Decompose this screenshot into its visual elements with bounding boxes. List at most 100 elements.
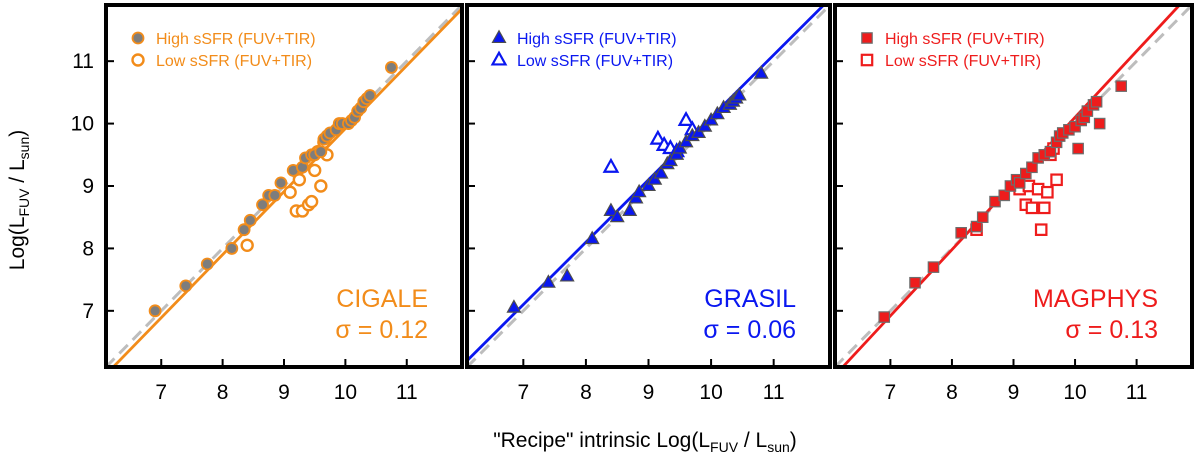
legend-label-low: Low sSFR (FUV+TIR) [517,53,673,70]
y-tick-label: 8 [82,237,94,260]
data-point-high [927,261,940,273]
y-tick-label: 9 [82,175,94,198]
x-tick-label: 11 [763,381,785,404]
data-point-high [731,87,747,101]
data-point-low [240,238,254,252]
x-tick-label: 9 [1008,381,1020,404]
legend-label-high: High sSFR (FUV+TIR) [156,31,316,48]
x-tick-label: 9 [643,381,655,404]
sigma-label: σ = 0.06 [703,316,796,344]
panel-title: GRASIL [704,285,796,313]
data-point-high [1026,161,1038,174]
panel-cigale: 7 8 9 10 11 7 8 9 10 11 High sSFR (FUV+TIR) Low sSF… [71,3,464,404]
legend-marker-high [491,29,507,44]
x-tick-label: 11 [1126,381,1148,404]
legend-marker-low [131,53,145,67]
x-tick-label: 10 [334,381,357,404]
data-point-low [677,110,695,127]
legend-marker-low [490,50,508,66]
data-point-low [1025,201,1039,215]
data-point-low [307,163,322,178]
data-point-high [363,89,377,102]
data-point-high [1013,177,1026,189]
data-point-high [1081,105,1094,117]
data-point-high [989,195,1001,208]
data-point-high [878,311,891,323]
legend-marker-high [861,32,873,44]
data-point-high [268,188,282,202]
x-tick-label: 9 [278,381,290,404]
data-point-low [1037,201,1051,215]
data-point-high [243,213,257,227]
sigma-label: σ = 0.13 [1065,316,1158,344]
data-point-high [385,61,398,74]
data-point-high [1072,142,1084,155]
data-point-high [970,220,983,233]
data-point-high [274,176,288,190]
data-point-low [314,179,328,193]
plot-area [106,5,462,367]
data-point-high [506,299,522,313]
data-point-high [909,276,921,289]
x-tick-label: 8 [217,381,229,404]
data-point-high [179,279,193,293]
x-tick-label: 7 [155,381,167,404]
data-point-high [1115,80,1128,92]
x-axis-label: "Recipe" intrinsic Log(LFUV / Lsun) [493,429,797,455]
data-point-high [622,202,638,217]
legend-marker-high [131,31,145,45]
legend-label-high: High sSFR (FUV+TIR) [517,31,677,48]
data-point-high [753,65,769,79]
plot-area [467,5,830,367]
plot-area [835,5,1192,367]
data-point-low [649,129,667,145]
x-tick-label: 8 [946,381,958,404]
x-tick-label: 7 [885,381,897,404]
data-point-high [540,274,556,288]
panels: 7 8 9 10 11 7 8 9 10 11 High sSFR (FUV+TIR) Low sSF… [71,3,1194,404]
x-tick-label: 11 [396,381,418,404]
y-tick-label: 7 [82,300,94,323]
data-point-low [304,194,319,209]
panel-title: MAGPHYS [1033,285,1158,313]
sigma-label: σ = 0.12 [335,316,428,344]
panel-magphys: 7 8 9 10 11 High sSFR (FUV+TIR) Low sSFR (FUV+… [833,3,1194,404]
panel-title: CIGALE [336,285,428,313]
data-point-low [283,185,297,199]
data-point-high [955,227,967,239]
data-point-high [584,230,600,245]
y-tick-label: 11 [72,50,94,73]
data-point-high [225,242,239,255]
data-point-high [653,165,669,179]
data-point-low [1034,223,1048,236]
data-point-high [976,211,989,224]
data-point-high [148,304,162,318]
data-point-low [1041,185,1054,199]
data-point-high [200,257,214,271]
y-axis-label: Log(LFUV / Lsun) [6,130,32,270]
x-tick-label: 7 [517,381,529,404]
data-point-high [1020,167,1032,180]
y-tick-label: 10 [71,113,94,136]
data-point-high [256,198,269,212]
data-point-high [1093,117,1106,130]
data-point-high [603,202,619,217]
data-point-low [602,157,620,173]
legend-marker-low [860,53,874,67]
legend-label-high: High sSFR (FUV+TIR) [885,31,1045,48]
legend-label-low: Low sSFR (FUV+TIR) [885,53,1041,70]
data-point-high [998,189,1011,202]
panel-grasil: 7 8 9 10 11 High sSFR (FUV+TIR) Low sSFR (FUV+… [465,3,832,404]
data-point-low [292,173,307,187]
x-tick-label: 10 [699,381,722,404]
data-point-low [1050,173,1063,187]
data-point-high [559,268,575,282]
data-point-high [1044,145,1057,158]
x-tick-label: 10 [1063,381,1086,404]
data-point-high [314,145,328,159]
x-tick-label: 8 [580,381,592,404]
data-point-high [1069,120,1081,133]
data-point-high [1090,95,1103,108]
